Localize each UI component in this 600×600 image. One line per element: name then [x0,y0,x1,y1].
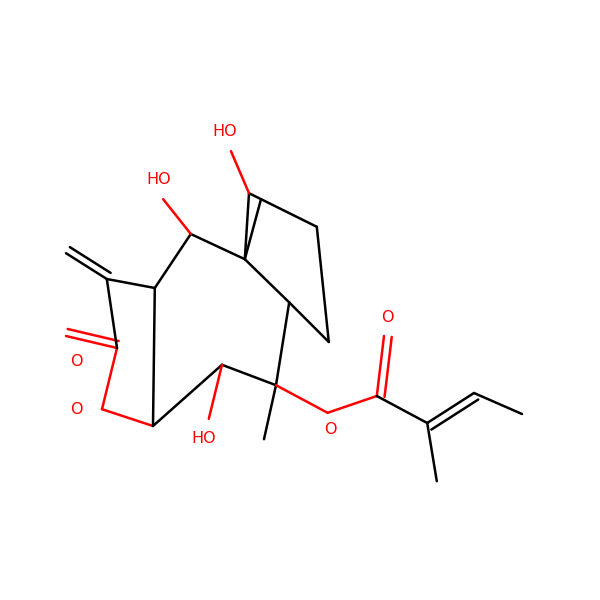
Text: HO: HO [146,172,171,187]
Text: HO: HO [212,124,238,139]
Text: O: O [71,402,83,416]
Text: O: O [381,311,393,325]
Text: O: O [325,422,337,437]
Text: O: O [71,353,83,368]
Text: HO: HO [191,431,217,446]
